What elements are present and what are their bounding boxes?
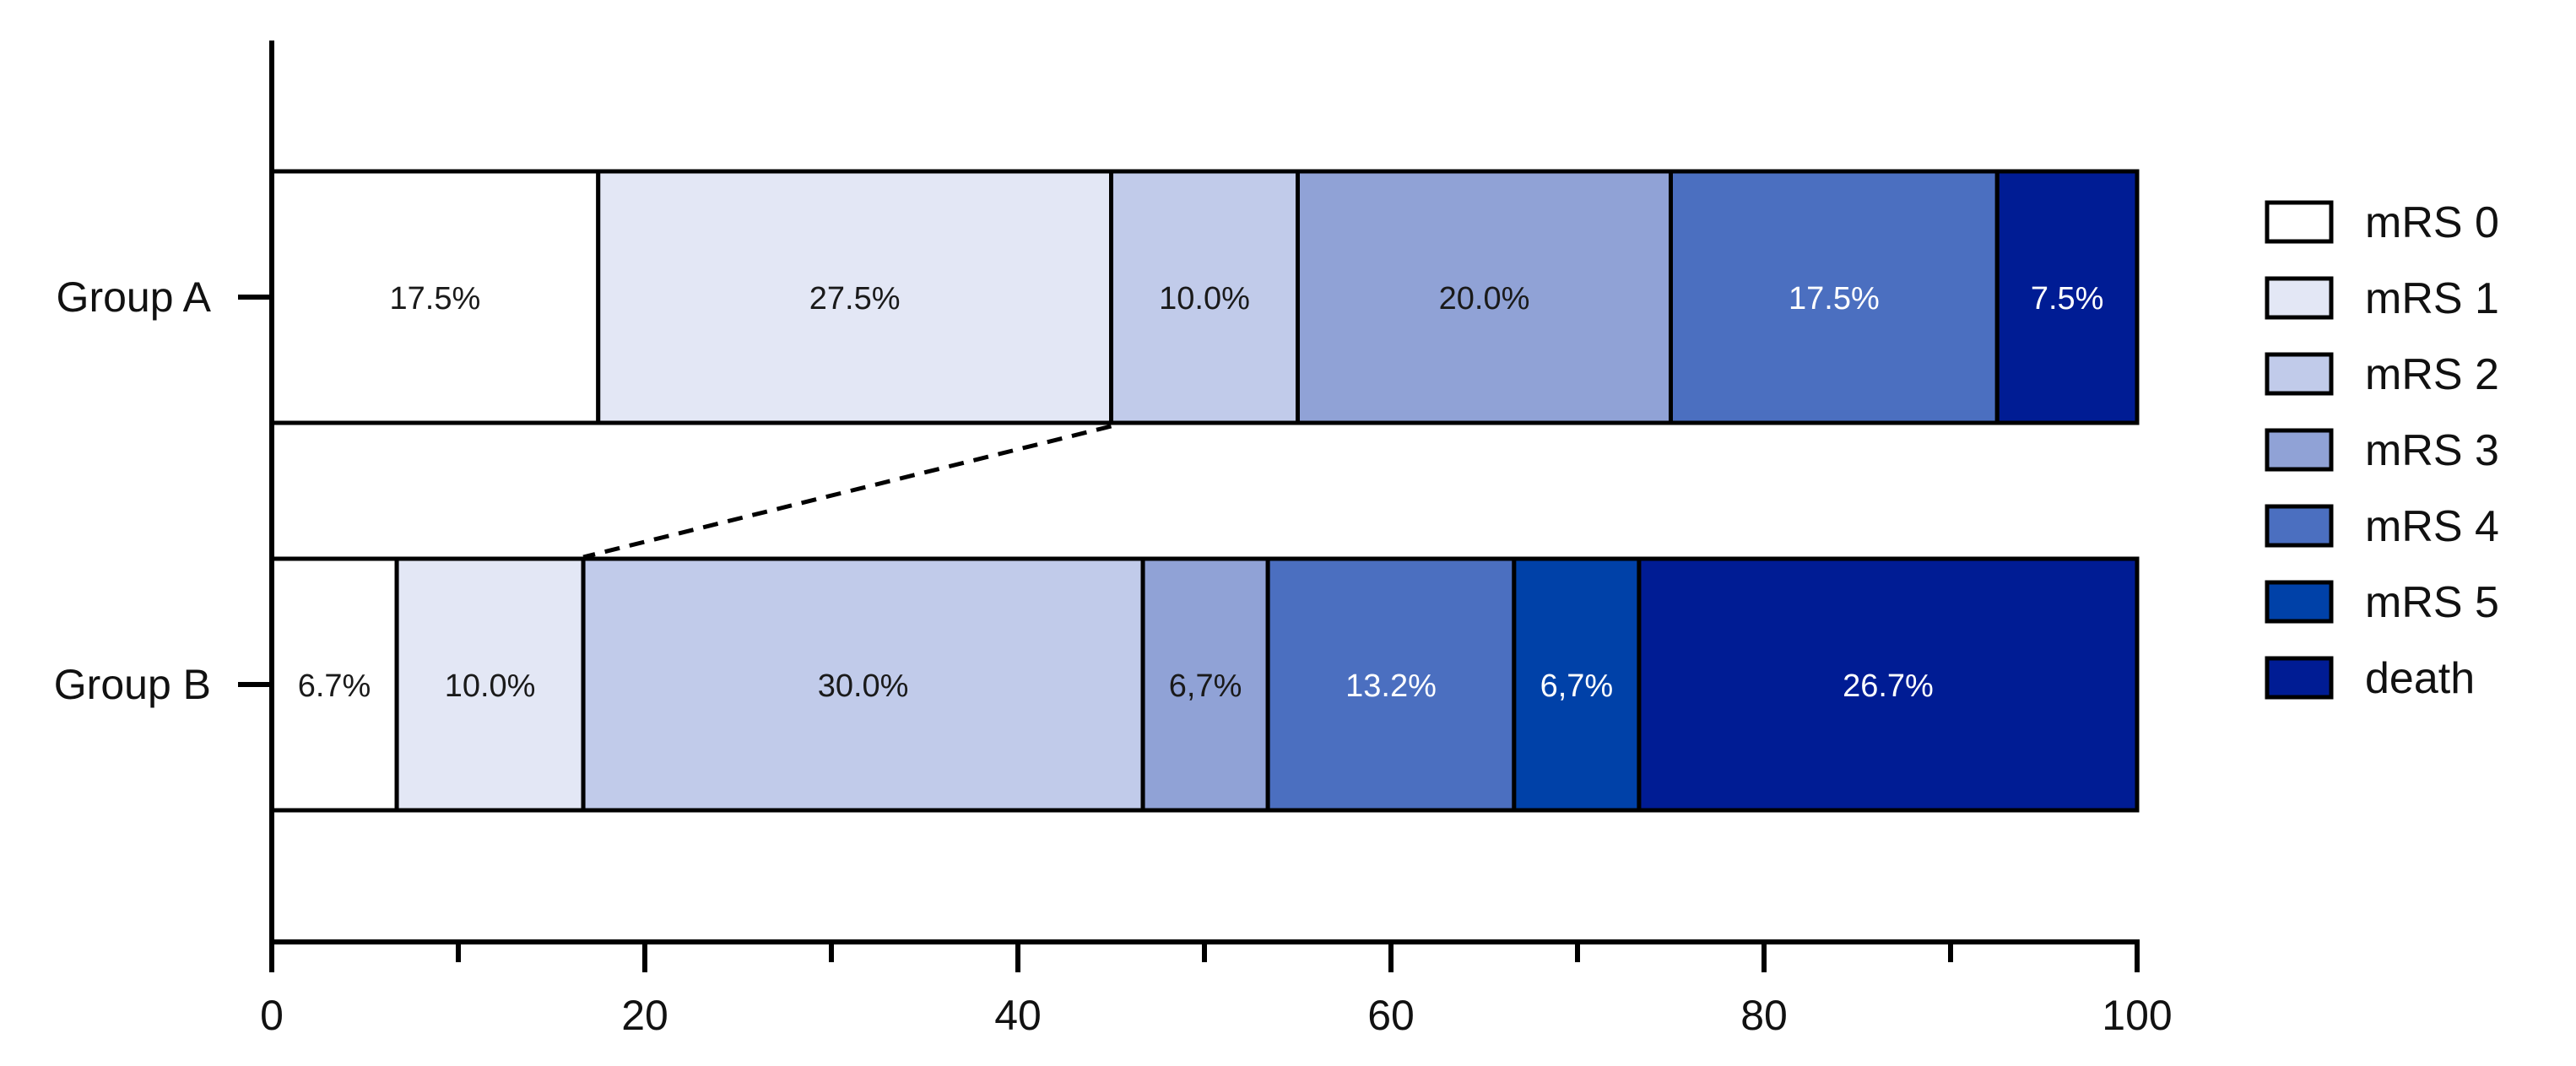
data-label: 30.0% xyxy=(818,668,909,704)
bar-segment-b-mrs-2 xyxy=(581,556,1145,813)
legend-label: mRS 1 xyxy=(2365,274,2499,323)
legend: mRS 0 mRS 1 mRS 2 mRS 3 mRS 4 mRS 5 death xyxy=(2265,198,2499,703)
x-tick-label: 0 xyxy=(260,992,284,1039)
data-label: 10.0% xyxy=(445,668,536,704)
data-label: 6.7% xyxy=(298,668,371,704)
data-label: 6,7% xyxy=(1540,668,1614,704)
legend-swatch-mrs-4 xyxy=(2265,504,2334,548)
bar-segment-a-death xyxy=(1994,169,2140,425)
bar-segment-b-mrs-1 xyxy=(394,556,586,813)
bar-segment-b-mrs-5 xyxy=(1512,556,1642,813)
bar-segment-b-death xyxy=(1637,556,2140,813)
x-tick-label: 60 xyxy=(1367,992,1415,1039)
legend-swatch-mrs-3 xyxy=(2265,428,2334,472)
x-tick-label: 80 xyxy=(1740,992,1788,1039)
data-label: 20.0% xyxy=(1439,281,1530,317)
legend-swatch-mrs-1 xyxy=(2265,276,2334,320)
x-tick-label: 20 xyxy=(621,992,668,1039)
dashed-connector-line xyxy=(582,424,1112,560)
data-label: 27.5% xyxy=(809,281,901,317)
bar-segment-a-mrs-3 xyxy=(1296,169,1673,425)
legend-label: mRS 5 xyxy=(2365,578,2499,627)
bar-segment-b-mrs-0 xyxy=(269,556,399,813)
legend-label: mRS 4 xyxy=(2365,502,2499,551)
data-label: 17.5% xyxy=(1789,281,1880,317)
legend-label: mRS 2 xyxy=(2365,350,2499,399)
legend-label: mRS 3 xyxy=(2365,426,2499,475)
y-category-label: Group A xyxy=(57,273,212,321)
legend-swatch-mrs-0 xyxy=(2265,200,2334,244)
bars-layer: 17.5% 27.5% 10.0% 20.0% 17.5% 7.5% 6.7% 10.0% 30… xyxy=(269,169,2140,813)
bar-segment-a-mrs-2 xyxy=(1109,169,1300,425)
bar-segment-a-mrs-4 xyxy=(1669,169,2000,425)
bar-segment-a-mrs-1 xyxy=(596,169,1113,425)
data-label: 13.2% xyxy=(1345,668,1437,704)
legend-swatch-death xyxy=(2265,656,2334,700)
data-label: 17.5% xyxy=(390,281,481,317)
x-tick-label: 100 xyxy=(2102,992,2172,1039)
y-category-label: Group B xyxy=(54,661,211,708)
legend-swatch-mrs-5 xyxy=(2265,580,2334,624)
bar-segment-b-mrs-3 xyxy=(1140,556,1270,813)
x-tick-label: 40 xyxy=(994,992,1042,1039)
axes-layer: Group A Group B 0 20 40 60 80 100 xyxy=(54,41,2173,1039)
data-label: 6,7% xyxy=(1169,668,1242,704)
data-label: 10.0% xyxy=(1159,281,1250,317)
data-label: 7.5% xyxy=(2031,281,2104,317)
legend-label: death xyxy=(2365,654,2475,703)
legend-swatch-mrs-2 xyxy=(2265,352,2334,396)
legend-label: mRS 0 xyxy=(2365,198,2499,247)
bar-segment-a-mrs-0 xyxy=(269,169,601,425)
data-label: 26.7% xyxy=(1843,668,1934,704)
